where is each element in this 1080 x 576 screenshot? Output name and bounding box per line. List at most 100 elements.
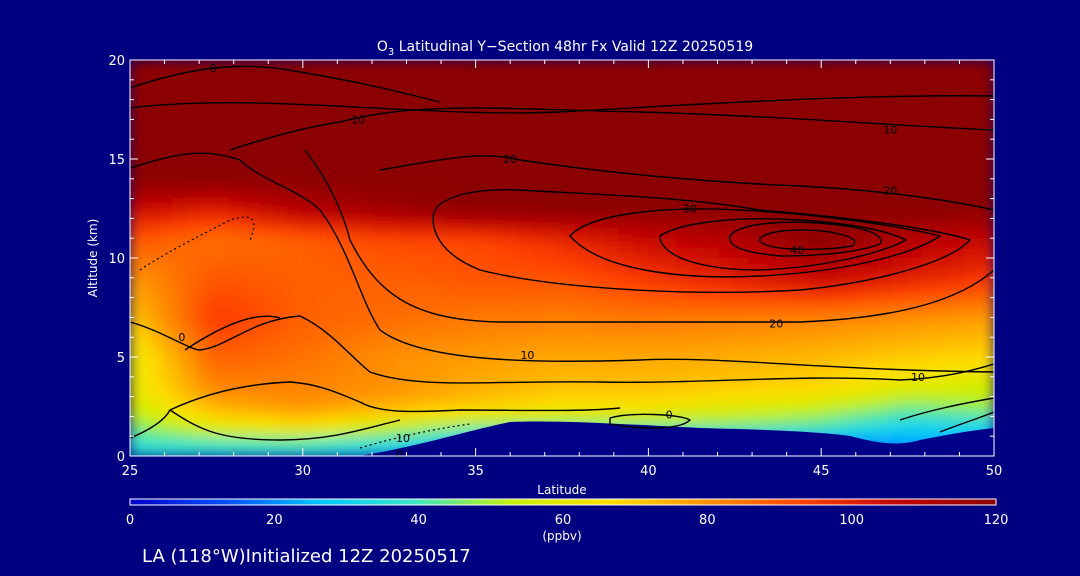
field-cell: [834, 227, 851, 240]
field-cell: [978, 227, 994, 240]
field-cell: [921, 138, 938, 151]
field-cell: [906, 167, 923, 180]
field-cell: [935, 197, 952, 210]
field-cell: [130, 88, 146, 101]
field-cell: [705, 247, 722, 259]
field-cell: [474, 68, 491, 81]
field-cell: [157, 68, 175, 81]
field-cell: [935, 405, 952, 418]
field-cell: [777, 415, 794, 428]
field-cell: [373, 415, 391, 428]
field-cell: [402, 286, 419, 299]
field-cell: [130, 326, 146, 339]
field-cell: [417, 247, 434, 259]
field-cell: [143, 266, 160, 279]
field-cell: [445, 158, 463, 170]
field-cell: [604, 385, 621, 398]
field-cell: [330, 247, 347, 259]
field-cell: [417, 237, 434, 250]
field-cell: [287, 435, 304, 448]
field-cell: [215, 247, 232, 259]
field-cell: [503, 158, 520, 170]
field-cell: [719, 365, 736, 378]
field-cell: [863, 326, 880, 339]
field-cell: [921, 316, 938, 329]
field-cell: [215, 88, 232, 101]
field-cell: [805, 425, 823, 438]
field-cell: [820, 197, 837, 210]
field-cell: [258, 385, 275, 398]
field-cell: [791, 306, 808, 319]
field-cell: [445, 356, 463, 368]
field-cell: [676, 108, 693, 121]
field-cell: [517, 68, 535, 81]
field-cell: [316, 158, 333, 170]
field-cell: [373, 187, 391, 200]
field-cell: [474, 88, 491, 101]
field-cell: [201, 60, 218, 71]
field-cell: [892, 286, 909, 299]
field-cell: [964, 207, 981, 220]
field-cell: [561, 306, 578, 319]
field-cell: [532, 276, 549, 289]
field-cell: [719, 78, 736, 91]
field-cell: [863, 276, 880, 289]
field-cell: [762, 237, 779, 250]
field-cell: [273, 266, 290, 279]
field-cell: [330, 128, 347, 141]
field-cell: [575, 336, 592, 349]
field-cell: [445, 266, 463, 279]
field-cell: [762, 128, 779, 141]
field-cell: [359, 365, 376, 378]
field-cell: [517, 405, 535, 418]
field-cell: [777, 60, 794, 71]
field-cell: [186, 306, 203, 319]
field-cell: [273, 227, 290, 240]
field-cell: [201, 108, 218, 121]
field-cell: [719, 197, 736, 210]
field-cell: [258, 435, 275, 448]
y-tick-label: 0: [117, 450, 125, 465]
field-cell: [777, 326, 794, 339]
field-cell: [229, 435, 247, 448]
field-cell: [906, 128, 923, 141]
field-cell: [777, 336, 794, 349]
contour-line: [569, 208, 941, 278]
field-cell: [503, 346, 520, 358]
field-cell: [431, 138, 448, 151]
field-cell: [460, 276, 477, 289]
field-cell: [820, 286, 837, 299]
field-cell: [633, 68, 650, 81]
field-cell: [762, 197, 779, 210]
field-cell: [935, 128, 952, 141]
field-cell: [719, 148, 736, 160]
field-cell: [733, 385, 751, 398]
field-cell: [647, 257, 664, 269]
field-cell: [431, 60, 448, 71]
field-cell: [287, 247, 304, 259]
field-cell: [345, 197, 362, 210]
field-cell: [445, 346, 463, 358]
field-cell: [964, 148, 981, 160]
field-cell: [388, 227, 405, 240]
field-cell: [388, 128, 405, 141]
field-cell: [345, 177, 362, 190]
field-cell: [489, 227, 506, 240]
field-cell: [935, 217, 952, 230]
field-cell: [130, 148, 146, 160]
field-cell: [186, 415, 203, 428]
field-cell: [834, 415, 851, 428]
field-cell: [330, 306, 347, 319]
field-cell: [791, 167, 808, 180]
field-cell: [388, 207, 405, 220]
field-cell: [201, 128, 218, 141]
field-cell: [489, 306, 506, 319]
field-cell: [589, 78, 607, 91]
field-cell: [244, 177, 261, 190]
field-cell: [690, 276, 707, 289]
field-cell: [330, 296, 347, 309]
field-cell: [316, 247, 333, 259]
colorbar-tick-label: 100: [839, 513, 864, 528]
field-cell: [273, 78, 290, 91]
field-cell: [820, 98, 837, 111]
